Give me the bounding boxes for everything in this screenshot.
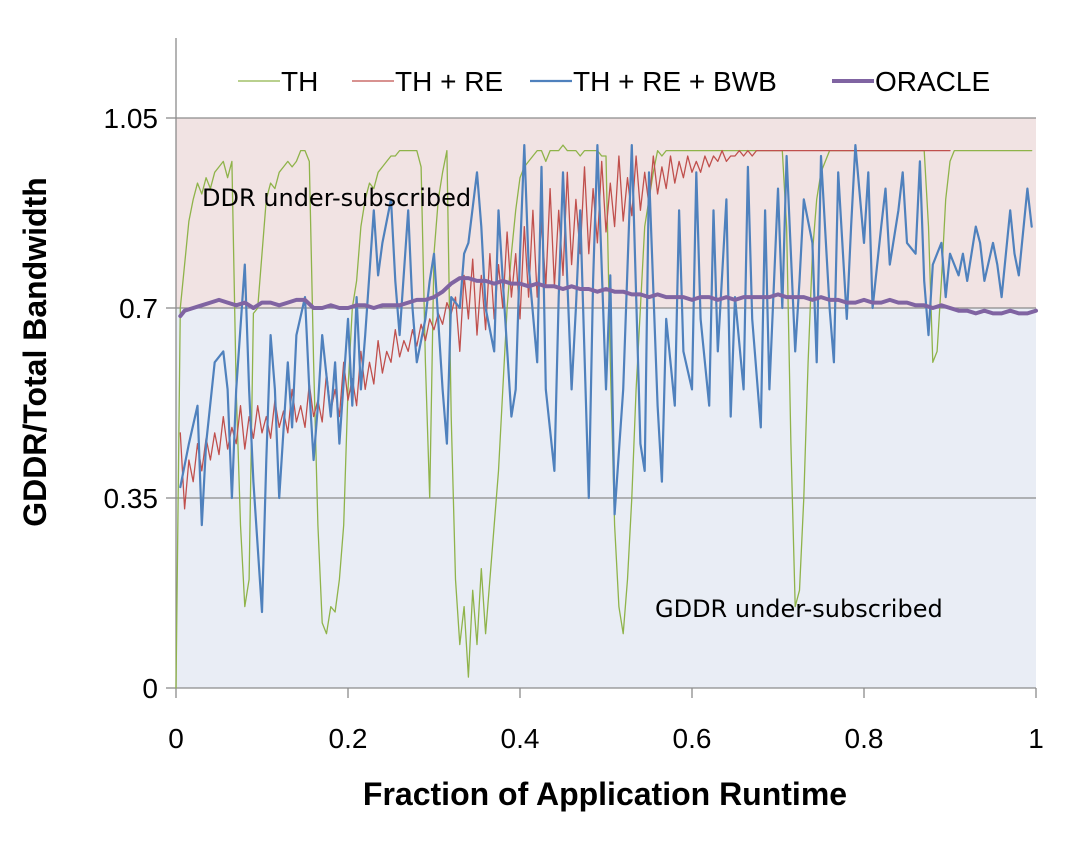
series-lines (175, 144, 1038, 689)
legend: TH TH + RE TH + RE + BWB ORACLE (238, 66, 990, 97)
y-tick-label: 1.05 (104, 103, 159, 134)
x-tick-label: 0.8 (845, 723, 884, 754)
y-axis-title: GDDR/Total Bandwidth (17, 177, 53, 527)
series-line-oracle (178, 276, 1038, 319)
x-tick-label: 1 (1028, 723, 1044, 754)
series-line-th-re (179, 149, 951, 510)
region-band-ddr (176, 118, 1036, 308)
series-line-th-re-bwb (179, 144, 1033, 614)
axes (175, 38, 1036, 689)
y-ticks: 0 0.35 0.7 1.05 (104, 103, 176, 704)
y-tick-label: 0 (142, 673, 158, 704)
x-tick-label: 0.2 (329, 723, 368, 754)
region-label-ddr: DDR under-subscribed (202, 184, 471, 212)
y-tick-label: 0.35 (104, 483, 159, 514)
x-tick-label: 0 (168, 723, 184, 754)
x-ticks: 0 0.2 0.4 0.6 0.8 1 (168, 688, 1044, 754)
region-label-gddr: GDDR under-subscribed (655, 595, 943, 623)
x-tick-label: 0.4 (501, 723, 540, 754)
legend-label-th-re: TH + RE (395, 66, 503, 97)
x-axis-title: Fraction of Application Runtime (363, 776, 847, 812)
legend-label-th: TH (281, 66, 318, 97)
legend-label-th-re-bwb: TH + RE + BWB (573, 66, 777, 97)
y-tick-label: 0.7 (119, 293, 158, 324)
legend-label-oracle: ORACLE (875, 66, 990, 97)
x-tick-label: 0.6 (673, 723, 712, 754)
